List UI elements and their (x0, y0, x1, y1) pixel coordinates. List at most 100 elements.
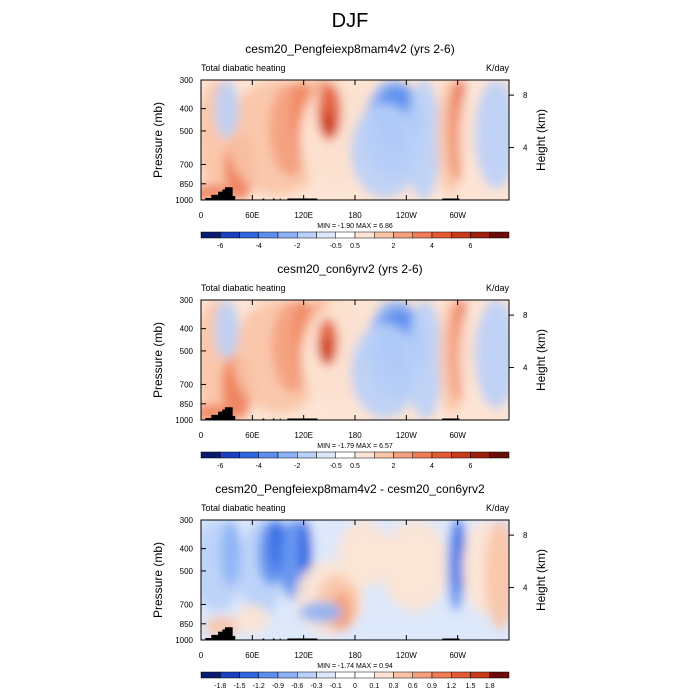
y-tick-right-label: 8 (523, 531, 528, 540)
y-tick-label: 700 (180, 600, 194, 609)
colorbar-swatch (431, 671, 452, 679)
y-tick-label: 300 (180, 516, 194, 525)
colorbar-label: 6 (469, 463, 473, 470)
topography-bar (287, 638, 318, 640)
colorbar: -6 -4 -2 -0.5 0.5 2 4 6 (200, 451, 510, 470)
colorbar-label: 1.8 (485, 683, 495, 690)
colorbar-label: -0.6 (291, 683, 303, 690)
x-tick-label: 120W (396, 431, 417, 440)
y-tick-label: 850 (180, 620, 194, 629)
colorbar-label: -0.3 (310, 683, 322, 690)
topography-bar (224, 187, 233, 200)
field-contours (201, 300, 509, 420)
y-tick-label: 300 (180, 76, 194, 85)
topography-bar (224, 627, 233, 640)
colorbar-swatch (220, 671, 240, 679)
colorbar-swatch (470, 451, 490, 459)
colorbar-label: 2 (392, 243, 396, 250)
y-axis-title: Pressure (mb) (151, 102, 165, 178)
colorbar-label: 4 (430, 463, 434, 470)
colorbar-label: 0.1 (369, 683, 379, 690)
colorbar-swatch (354, 671, 375, 679)
x-tick-label: 120W (396, 211, 417, 220)
topography-bar (231, 195, 236, 200)
contour-blob (474, 80, 509, 189)
y-tick-label: 400 (180, 325, 194, 334)
x-axis: 0 60E 120E 180 120W 60W (199, 520, 466, 660)
colorbar-swatch (374, 231, 394, 239)
topography-bar (272, 198, 275, 200)
colorbar-swatch (316, 671, 336, 679)
x-tick-label: 0 (199, 431, 204, 440)
heatmap-field (201, 300, 509, 420)
y-axis-title: Pressure (mb) (151, 322, 165, 398)
colorbar-swatch (489, 231, 510, 239)
colorbar-swatch (354, 451, 375, 459)
colorbar-label: -6 (217, 243, 223, 250)
topography-bar (272, 418, 275, 420)
colorbar-swatch (470, 231, 490, 239)
topography-bar (262, 638, 265, 640)
x-tick-label: 0 (199, 651, 204, 660)
colorbar-label: 0.6 (408, 683, 418, 690)
y-tick-label: 1000 (175, 636, 193, 645)
colorbar-label: 2 (392, 463, 396, 470)
y-axis-right-title: Height (km) (534, 109, 548, 171)
colorbar: -1.8 -1.5 -1.2 -0.9 -0.6 -0.3 -0.1 0 0.1 0.3 0.6 0.… (200, 671, 510, 690)
topography-bar (279, 418, 281, 420)
heatmap-field (201, 520, 509, 640)
colorbar-swatch (451, 231, 471, 239)
y-tick-right-label: 8 (523, 91, 528, 100)
colorbar-swatch (393, 231, 413, 239)
y-axis-right: 84 (509, 311, 528, 373)
colorbar-label: -2 (294, 243, 300, 250)
colorbar-label: -0.1 (330, 683, 342, 690)
topography-bar (442, 638, 460, 640)
x-tick-label: 60W (449, 651, 466, 660)
contour-blob (319, 338, 332, 363)
field-contours (201, 80, 509, 200)
colorbar-label: -0.5 (330, 243, 342, 250)
colorbar-swatch (239, 671, 259, 679)
topography-bar (279, 638, 281, 640)
min-max-stats: MIN = -1.79 MAX = 6.57 (317, 443, 393, 450)
contour-blob (214, 80, 239, 139)
colorbar-swatch (393, 451, 413, 459)
y-tick-label: 500 (180, 127, 194, 136)
contour-blob (408, 300, 443, 420)
y-axis-left: 300 400 500 700 850 1000 (175, 296, 206, 425)
y-tick-label: 1000 (175, 196, 193, 205)
colorbar-label: -0.5 (330, 463, 342, 470)
panel-title: cesm20_Pengfeiexp8mam4v2 (yrs 2-6) (245, 42, 454, 56)
colorbar-swatch (316, 451, 336, 459)
y-tick-label: 500 (180, 567, 194, 576)
y-tick-right-label: 4 (523, 584, 528, 593)
colorbar-label: 4 (430, 243, 434, 250)
contour-blob (406, 80, 441, 200)
colorbar-swatch (431, 451, 452, 459)
colorbar-label: -6 (217, 463, 223, 470)
colorbar-swatch (470, 671, 490, 679)
colorbar-swatch (220, 231, 240, 239)
topography-bar (231, 635, 236, 640)
colorbar-swatch (335, 451, 356, 459)
colorbar-swatch (258, 231, 279, 239)
topography-bar (287, 198, 318, 200)
min-max-stats: MIN = -1.90 MAX = 6.86 (317, 223, 393, 230)
x-axis: 0 60E 120E 180 120W 60W (199, 80, 466, 220)
y-tick-right-label: 4 (523, 364, 528, 373)
colorbar-swatch (258, 671, 279, 679)
topography (205, 407, 460, 420)
panel-units-label: K/day (486, 503, 510, 513)
x-axis: 0 60E 120E 180 120W 60W (199, 300, 466, 440)
contour-blob (485, 520, 509, 630)
x-tick-label: 60E (245, 211, 259, 220)
x-tick-label: 120E (294, 211, 313, 220)
colorbar-swatch (258, 451, 279, 459)
colorbar-swatch (316, 231, 336, 239)
topography-bar (442, 418, 460, 420)
colorbar-swatch (374, 671, 394, 679)
colorbar-swatch (374, 451, 394, 459)
colorbar-swatch (412, 231, 433, 239)
